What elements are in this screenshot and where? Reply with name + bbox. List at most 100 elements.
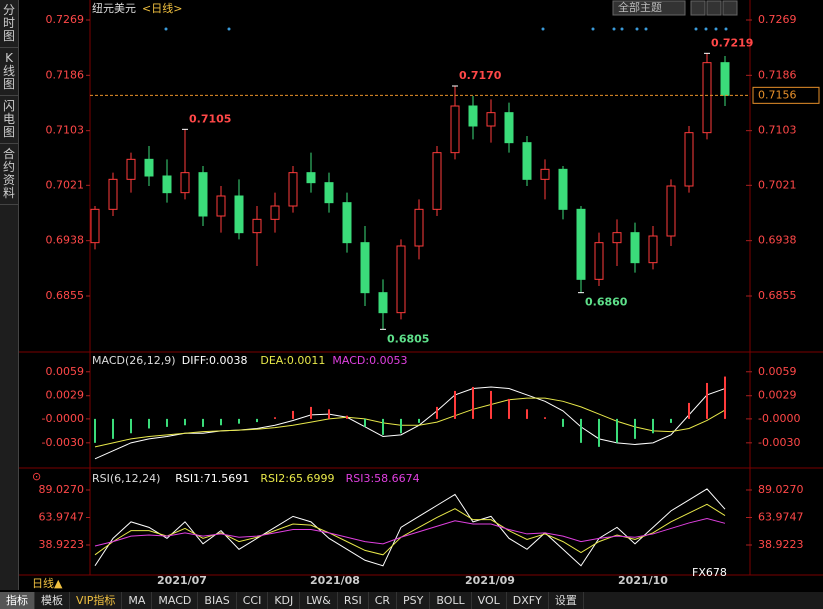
y-tick-label-left: 0.7021 — [46, 178, 85, 191]
y-tick-label-left: 0.7103 — [46, 124, 85, 137]
y-tick-label: 0.0029 — [758, 389, 797, 402]
last-price: 0.7156 — [758, 88, 797, 101]
candle-body — [432, 152, 442, 210]
candle-body — [162, 175, 172, 194]
signal-dot — [591, 27, 595, 31]
macd-line — [94, 397, 726, 448]
annotation: 0.7105 — [189, 112, 231, 125]
y-tick-label: 0.7186 — [758, 68, 797, 81]
tab[interactable]: DXFY — [507, 592, 549, 609]
tab[interactable]: LW& — [300, 592, 338, 609]
candle-body — [720, 62, 730, 96]
y-tick-label-left: 0.7186 — [46, 68, 85, 81]
candle-body — [468, 105, 478, 127]
y-tick-label: 0.6855 — [758, 289, 797, 302]
last-price-box — [752, 86, 820, 104]
tab[interactable]: 模板 — [35, 592, 70, 609]
y-tick-label: 0.7103 — [758, 124, 797, 137]
candle-body — [504, 112, 514, 144]
legend-entry: RSI1:71.5691 — [175, 472, 249, 485]
tab[interactable]: PSY — [397, 592, 431, 609]
tool-btn[interactable] — [690, 0, 706, 16]
candle-body — [486, 112, 496, 127]
signal-dot — [541, 27, 545, 31]
side-tab[interactable]: 分时图 — [0, 0, 18, 48]
tab-bar: 指标 模板 VIP指标 MA MACD BIAS CCI KDJ LW& RSI CR PSY BOLL… — [0, 592, 823, 609]
candle-body — [558, 168, 568, 210]
candle-body — [108, 178, 118, 210]
tab[interactable]: VOL — [472, 592, 507, 609]
candle-body — [144, 158, 154, 177]
candle-body — [648, 235, 658, 264]
legend-entry: RSI2:65.6999 — [260, 472, 334, 485]
annotation: 0.7170 — [459, 69, 502, 82]
y-tick-label-left: -0.0000 — [42, 412, 84, 425]
tool-btn[interactable] — [722, 0, 738, 16]
annotation: 0.6805 — [387, 332, 429, 345]
watermark: FX678 — [692, 566, 727, 579]
candle-body — [198, 172, 208, 217]
y-tick-label: 63.9747 — [758, 510, 804, 523]
x-label: 2021/08 — [310, 574, 360, 587]
side-tab[interactable]: 合约资料 — [0, 144, 18, 205]
candle-body — [540, 168, 550, 180]
tab[interactable]: MACD — [152, 592, 199, 609]
candle-body — [396, 245, 406, 314]
tab[interactable]: BOLL — [430, 592, 472, 609]
candle-body — [180, 172, 190, 194]
sidebar: 分时图 K线图 闪电图 合约资料 — [0, 0, 19, 590]
candle-body — [630, 232, 640, 264]
signal-dot — [724, 27, 728, 31]
rsi-icon: ⊙ — [32, 470, 41, 483]
candle-body — [594, 242, 604, 280]
y-tick-label-left: 0.0059 — [46, 365, 85, 378]
y-tick-label-left: 0.6855 — [46, 289, 85, 302]
candle-body — [90, 208, 100, 244]
x-label: 2021/10 — [618, 574, 668, 587]
legend-entry: MACD:0.0053 — [332, 354, 407, 367]
signal-dot — [694, 27, 698, 31]
tab[interactable]: 指标 — [0, 592, 35, 609]
tab[interactable]: KDJ — [268, 592, 301, 609]
y-tick-label: 0.0059 — [758, 365, 797, 378]
candle-body — [450, 105, 460, 154]
x-label: 2021/09 — [465, 574, 515, 587]
candle-body — [702, 62, 712, 134]
rsi-line — [94, 518, 726, 547]
tool-btn[interactable] — [706, 0, 722, 16]
signal-dot — [644, 27, 648, 31]
tab[interactable]: CCI — [237, 592, 269, 609]
legend-entry: RSI3:58.6674 — [346, 472, 420, 485]
candle-body — [378, 292, 388, 314]
tab[interactable]: MA — [122, 592, 153, 609]
signal-dot — [164, 27, 168, 31]
y-tick-label-left: 63.9747 — [39, 510, 85, 523]
tab[interactable]: RSI — [338, 592, 369, 609]
candle-body — [234, 195, 244, 234]
candle-body — [414, 208, 424, 247]
y-tick-label-left: 89.0270 — [39, 483, 85, 496]
tab[interactable]: VIP指标 — [70, 592, 123, 609]
theme-text[interactable]: 全部主题 — [618, 0, 662, 14]
tab[interactable]: 设置 — [549, 592, 584, 609]
y-tick-label: 89.0270 — [758, 483, 804, 496]
period-footer[interactable]: 日线▲ — [32, 576, 63, 590]
candle-body — [324, 182, 334, 204]
tab[interactable]: CR — [369, 592, 398, 609]
legend-entry: DIFF:0.0038 — [182, 354, 248, 367]
candle-body — [360, 242, 370, 294]
tab[interactable]: BIAS — [198, 592, 237, 609]
theme-dropdown[interactable] — [612, 0, 686, 16]
signal-dot — [620, 27, 624, 31]
x-label: 2021/07 — [157, 574, 207, 587]
period: <日线> — [142, 1, 182, 15]
candle-body — [252, 218, 262, 234]
side-tab[interactable]: K线图 — [0, 48, 18, 96]
side-tab[interactable]: 闪电图 — [0, 96, 18, 144]
symbol: 纽元美元 — [92, 1, 136, 15]
y-tick-label: 38.9223 — [758, 538, 804, 551]
macd-line — [94, 386, 726, 460]
candle-body — [306, 172, 316, 184]
